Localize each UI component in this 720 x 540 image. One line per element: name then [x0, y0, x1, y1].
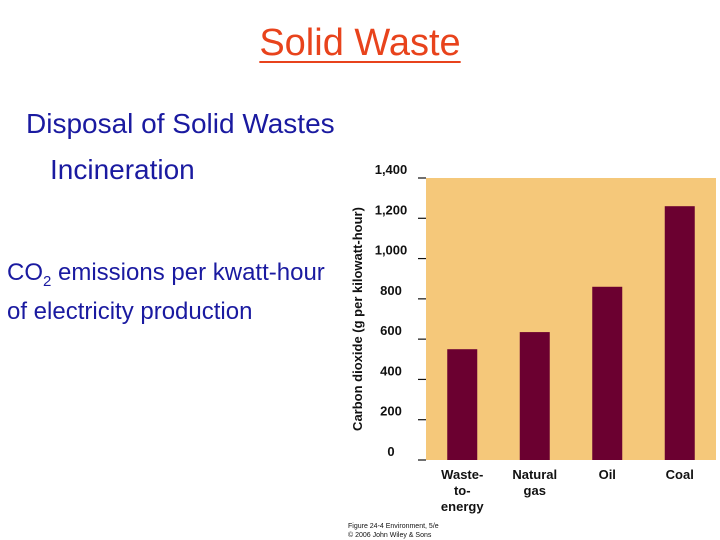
bar — [447, 349, 478, 460]
x-category-label: Natural — [512, 467, 557, 482]
caption-subscript: 2 — [43, 272, 52, 290]
y-axis-label: Carbon dioxide (g per kilowatt-hour) — [350, 207, 365, 431]
y-tick-label: 800 — [380, 283, 402, 298]
caption-rest: emissions per kwatt-hour of electricity … — [7, 259, 325, 325]
caption-co: CO — [7, 259, 43, 286]
bar — [592, 286, 623, 460]
source-line-2: © 2006 John Wiley & Sons — [348, 531, 432, 539]
slide-title: Solid Waste — [259, 22, 461, 64]
bars-group — [447, 206, 695, 460]
x-category-label: to- — [454, 483, 471, 498]
source-line-1: Figure 24-4 Environment, 5/e — [348, 523, 439, 530]
bar — [519, 332, 550, 460]
slide-subheading: Incineration — [50, 154, 195, 185]
y-tick-label: 600 — [380, 323, 402, 338]
y-tick-label: 1,000 — [375, 243, 408, 258]
slide-heading: Disposal of Solid Wastes — [26, 108, 335, 139]
bar — [664, 206, 695, 460]
x-category-label: Oil — [599, 467, 616, 482]
y-axis: 0 200 400 600 800 1,000 1,200 1,400 — [375, 162, 426, 461]
x-category-label: Coal — [666, 467, 694, 482]
chart-caption: CO2 emissions per kwatt-hour of electric… — [7, 258, 327, 327]
x-category-label: gas — [524, 483, 546, 498]
co2-bar-chart: 0 200 400 600 800 1,000 1,200 1,400 Waste-to-en… — [348, 162, 716, 539]
y-tick-label: 400 — [380, 363, 402, 378]
y-tick-label: 0 — [387, 444, 394, 459]
y-tick-label: 1,400 — [375, 162, 408, 177]
x-category-label: Waste- — [441, 467, 483, 482]
y-tick-label: 200 — [380, 404, 402, 419]
y-tick-label: 1,200 — [375, 202, 408, 217]
x-category-label: energy — [441, 499, 484, 514]
